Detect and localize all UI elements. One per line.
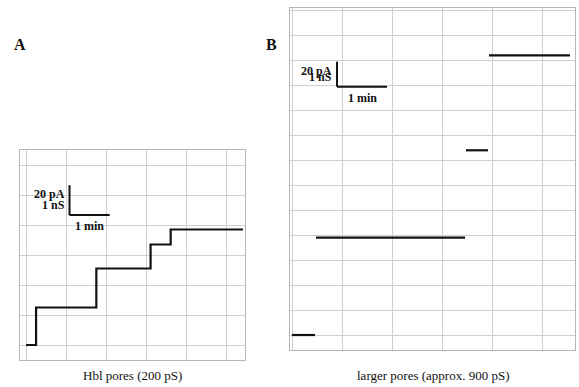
svg-text:A: A <box>14 36 26 53</box>
svg-text:20 pA: 20 pA <box>34 187 65 201</box>
svg-text:1 nS: 1 nS <box>309 70 332 84</box>
svg-text:1 nS: 1 nS <box>42 198 65 212</box>
svg-text:1 min: 1 min <box>75 219 104 233</box>
svg-text:1 min: 1 min <box>348 91 377 105</box>
svg-text:larger pores (approx. 900 pS): larger pores (approx. 900 pS) <box>357 368 509 383</box>
svg-text:20 pA: 20 pA <box>301 64 332 78</box>
svg-text:B: B <box>266 36 277 53</box>
svg-text:Hbl pores (200 pS): Hbl pores (200 pS) <box>83 368 182 383</box>
